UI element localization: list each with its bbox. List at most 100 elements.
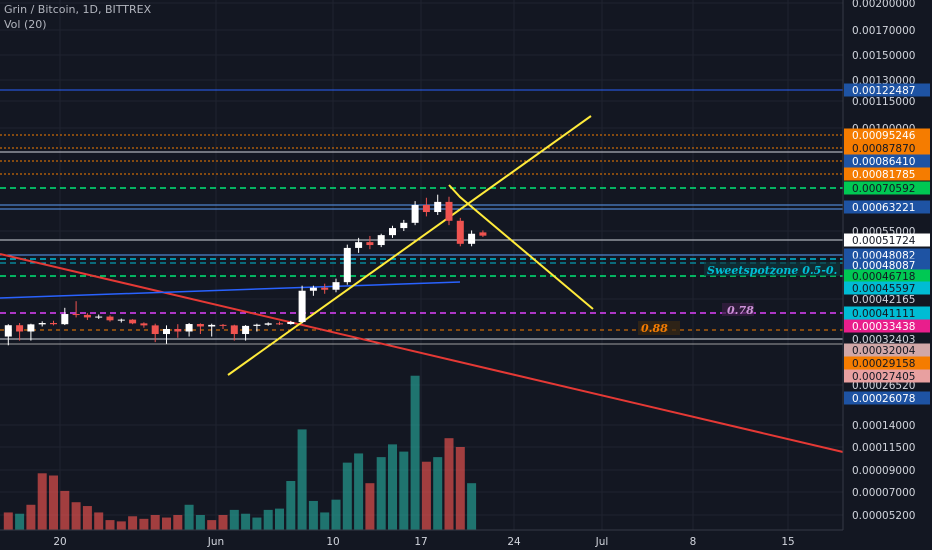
price-label-box[interactable] [844,281,930,295]
candle-body [309,287,317,291]
drawings[interactable] [0,115,844,453]
time-axis-panel[interactable] [0,530,932,550]
price-label-box[interactable] [844,269,930,283]
candle-body [276,323,283,325]
price-label: 0.00051724 [852,235,916,247]
price-label-box[interactable] [844,391,930,405]
volume-bar [252,517,262,530]
volume-bar [195,515,205,530]
price-tick: 0.00150000 [852,50,915,62]
price-tick: 0.00011500 [852,442,915,454]
candle-body [389,228,396,236]
volume-bar [286,481,296,530]
candle-body [83,314,91,318]
volume-bar [455,447,465,530]
annotation-fib-078[interactable]: 0.78 [727,304,754,317]
volume-bar [275,508,284,530]
candle-body [422,204,430,213]
candle-body [163,328,170,335]
volume-bar [342,462,352,530]
price-label: 0.00086410 [852,156,915,168]
price-label: 0.00027405 [852,371,915,383]
price-tick: 0.00007000 [852,487,915,499]
volume-bar [376,457,386,530]
volume-bar [49,475,58,530]
candle-body [38,323,46,325]
fib-088-label-box[interactable] [638,321,680,335]
price-label-box[interactable] [844,200,930,214]
volume-bar [94,512,104,530]
candle-body [355,242,363,248]
volume-bar [207,520,217,530]
candle-body [129,319,137,324]
blue-trend-line[interactable] [0,281,461,299]
downtrend-line[interactable] [0,253,844,453]
price-tick: 0.00026520 [852,380,915,392]
price-label: 0.00048087 [852,260,915,272]
price-tick: 0.00014000 [852,420,915,432]
fib-078-label-box[interactable] [722,303,754,316]
price-label-box[interactable] [844,154,930,168]
candle-body [196,324,204,327]
candle-body [219,324,227,326]
price-axis-labels[interactable]: 0.00122487 0.000952460.000878700.00086410… [844,83,930,406]
price-label: 0.00081785 [852,169,915,181]
price-label-box[interactable] [844,258,930,272]
volume-bar [173,515,183,530]
volume-indicator-title[interactable]: Vol (20) [4,18,47,31]
price-label-box[interactable] [844,233,930,247]
price-tick: 0.00005200 [852,510,915,522]
volume-bar [241,513,251,530]
price-label-box[interactable] [844,141,930,155]
price-label: 0.00026078 [852,393,915,405]
candle-body [50,323,57,325]
volume-bar [26,504,36,530]
candle-body [27,324,35,332]
uptrend-line[interactable] [227,115,592,376]
price-label-box[interactable] [844,167,930,181]
time-tick: 20 [53,536,66,548]
candle-body [434,201,442,213]
candle-body [151,325,159,335]
candle-body [468,233,476,244]
volume-bar [467,483,477,530]
candle-body [343,247,351,283]
price-label-box[interactable] [844,306,930,320]
volume-bar [128,516,138,530]
volume-bar [421,461,431,530]
volume-bar [116,521,126,530]
price-label: 0.00087870 [852,143,915,155]
price-label-box[interactable] [844,248,930,262]
volume-bar [139,518,149,530]
candle-body [106,316,114,321]
wedge-line[interactable] [448,184,594,310]
volume-bar [15,513,25,530]
volume-bar [60,490,70,530]
candle-body [264,323,272,325]
price-label-box[interactable] [844,369,930,383]
candle-body [445,201,453,221]
price-label-box[interactable] [844,181,930,195]
price-label-box[interactable] [844,83,930,97]
price-label-box[interactable] [844,356,930,370]
price-label-box[interactable] [844,343,930,357]
price-tick: 0.00032403 [852,334,915,346]
annotation-sweetspot[interactable]: Sweetspotzone 0.5-0. [707,264,838,277]
volume-bar [229,509,239,530]
horizontal-levels[interactable] [0,89,843,345]
price-label: 0.00122487 [852,85,915,97]
volume-bar [297,429,307,530]
price-label: 0.00041111 [852,308,915,320]
volume-bar [184,504,194,530]
annotation-fib-088[interactable]: 0.88 [641,322,668,335]
candle-body [253,324,261,326]
volume-bars [3,375,477,530]
symbol-title[interactable]: Grin / Bitcoin, 1D, BITTREX [4,3,152,16]
price-tick: 0.00170000 [852,25,915,37]
volume-bar [444,438,454,530]
price-label-box[interactable] [844,128,930,142]
candle-body [332,282,340,290]
sweetspot-label-box[interactable] [704,262,840,276]
price-label-box[interactable] [844,319,930,333]
